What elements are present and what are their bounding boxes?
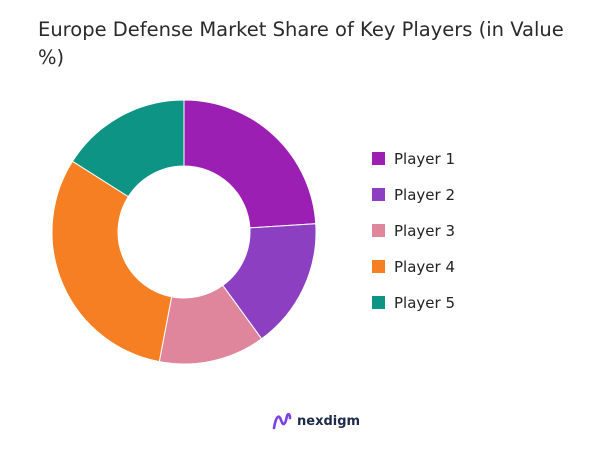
legend-item-player-1: Player 1: [372, 150, 455, 168]
legend-label: Player 2: [394, 186, 455, 204]
slice-player-1: [183, 99, 317, 229]
brand-logo: nexdigm: [272, 412, 360, 430]
legend-swatch: [372, 152, 385, 165]
nexdigm-logo-icon: [272, 412, 292, 430]
legend-swatch: [372, 188, 385, 201]
donut-slices: [51, 99, 317, 365]
legend-swatch: [372, 224, 385, 237]
legend-label: Player 5: [394, 294, 455, 312]
legend-item-player-3: Player 3: [372, 222, 455, 240]
legend-item-player-4: Player 4: [372, 258, 455, 276]
legend-item-player-5: Player 5: [372, 294, 455, 312]
slice-player-5: [71, 99, 185, 198]
slice-player-4: [51, 160, 173, 363]
legend-label: Player 1: [394, 150, 455, 168]
chart-title: Europe Defense Market Share of Key Playe…: [38, 18, 564, 69]
legend-label: Player 4: [394, 258, 455, 276]
legend-swatch: [372, 296, 385, 309]
brand-name: nexdigm: [297, 413, 361, 429]
legend-item-player-2: Player 2: [372, 186, 455, 204]
legend-label: Player 3: [394, 222, 455, 240]
chart-legend: Player 1 Player 2 Player 3 Player 4 Player 5: [372, 150, 455, 312]
legend-swatch: [372, 260, 385, 273]
